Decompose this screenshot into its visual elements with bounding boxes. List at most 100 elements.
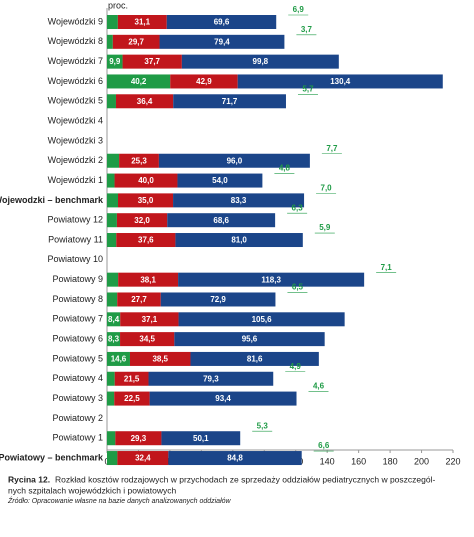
bar-segment: [160, 292, 276, 307]
value-label: 5,9: [319, 223, 331, 232]
value-label: 35,0: [138, 196, 154, 205]
x-tick-label: 160: [351, 456, 366, 466]
value-label: 72,9: [210, 295, 226, 304]
value-label: 38,5: [152, 355, 168, 364]
bar-segment: [117, 15, 167, 29]
bar-segment: [107, 312, 121, 327]
bar-segment: [107, 272, 119, 287]
value-label: 32,0: [134, 216, 150, 225]
bar-segment: [107, 74, 171, 89]
value-label: 79,4: [214, 37, 230, 46]
bar-segment: [107, 233, 117, 248]
value-label: 118,3: [261, 275, 281, 284]
y-tick-label: Powiatowy 3: [52, 393, 103, 403]
bar-segment: [107, 15, 118, 29]
bar-segment: [149, 391, 297, 406]
bar-segment: [178, 272, 365, 287]
bar-segment: [118, 193, 174, 208]
value-label: 4,6: [313, 382, 325, 391]
y-tick-label: Powiatowy 1: [52, 433, 103, 443]
y-tick-label: Powiatowy 12: [47, 215, 103, 225]
y-tick-label: Powiatowy 2: [52, 413, 103, 423]
bar-segment: [173, 94, 286, 109]
bar-segment: [148, 371, 274, 386]
value-label: 105,6: [252, 315, 273, 324]
value-label: 14,6: [111, 355, 127, 364]
y-tick-label: Powiatowy 6: [52, 333, 103, 343]
y-tick-label: Wojewódzki 6: [48, 76, 103, 86]
y-tick-label: Wojewódzki 1: [48, 175, 103, 185]
bar-segment: [158, 153, 310, 168]
caption-line: Rozkład kosztów rodzajowych w przychodac…: [55, 474, 435, 484]
value-label: 69,6: [214, 18, 230, 27]
y-tick-label: Wojewódzki 8: [48, 36, 103, 46]
value-label: 7,7: [326, 144, 338, 153]
x-tick-label: 220: [445, 456, 460, 466]
bar-segment: [181, 54, 339, 69]
y-tick-label: Powiatowy 10: [47, 254, 103, 264]
bar-segment: [114, 371, 149, 386]
bar-segment: [177, 173, 263, 188]
value-label: 4,9: [290, 362, 302, 371]
y-tick-label: Powiatowy 8: [52, 294, 103, 304]
bar-segment: [161, 431, 241, 446]
bar-segment: [174, 332, 325, 347]
bar-segment: [166, 15, 277, 29]
bar-segment: [107, 391, 115, 406]
bar-segment: [107, 193, 119, 208]
value-label: 50,1: [193, 434, 209, 443]
bar-segment: [107, 34, 113, 49]
value-label: 27,7: [131, 295, 147, 304]
bar-segment: [117, 451, 169, 466]
bar-segment: [107, 351, 130, 366]
y-tick-label: Powiatowy 9: [52, 274, 103, 284]
value-label: 79,3: [203, 374, 219, 383]
value-label: 84,8: [227, 454, 243, 463]
y-tick-label: Wojewódzki 2: [48, 155, 103, 165]
value-label: 3,7: [301, 25, 313, 34]
y-tick-label: Powiatowy – benchmark: [0, 452, 104, 462]
value-label: 130,4: [330, 77, 351, 86]
unit-label: proc.: [108, 0, 128, 10]
caption-label: Rycina 12.: [8, 474, 50, 484]
bar-segment: [116, 213, 168, 228]
value-label: 81,6: [247, 355, 263, 364]
bar-segment: [112, 34, 160, 49]
value-label: 42,9: [196, 77, 212, 86]
bar-segment: [170, 74, 238, 89]
bar-segment: [107, 292, 118, 307]
y-tick-label: Wojewódzki 7: [48, 56, 103, 66]
bar-segment: [107, 54, 123, 69]
y-tick-label: Wojewódzki 5: [48, 96, 103, 106]
bar-segment: [168, 451, 302, 466]
bar-segment: [178, 312, 345, 327]
bar-segment: [120, 332, 175, 347]
bar-segment: [107, 431, 116, 446]
value-label: 38,1: [140, 275, 156, 284]
value-label: 29,3: [131, 434, 147, 443]
bar-segment: [167, 213, 276, 228]
value-label: 83,3: [231, 196, 247, 205]
caption-source: Źródło: Opracowanie własne na bazie dany…: [7, 496, 232, 505]
value-label: 6,5: [292, 283, 304, 292]
value-label: 40,0: [138, 176, 154, 185]
bar-segment: [118, 272, 179, 287]
value-label: 54,0: [212, 176, 228, 185]
bar-segment: [107, 153, 120, 168]
value-label: 96,0: [227, 156, 243, 165]
bar-segment: [114, 173, 178, 188]
y-tick-label: Powiatowy 11: [48, 234, 103, 244]
value-label: 8,4: [108, 315, 120, 324]
y-tick-label: Wojewódzki 9: [48, 16, 103, 26]
bar-segment: [114, 391, 150, 406]
value-label: 8,3: [108, 335, 120, 344]
value-label: 4,8: [279, 164, 291, 173]
bar-segment: [119, 153, 159, 168]
y-tick-label: Wojewodzki – benchmark: [0, 195, 104, 205]
x-tick-label: 180: [383, 456, 398, 466]
y-tick-label: Wojewódzki 4: [48, 115, 103, 125]
value-label: 25,3: [131, 156, 147, 165]
bar-segment: [190, 351, 319, 366]
value-label: 36,4: [137, 97, 153, 106]
